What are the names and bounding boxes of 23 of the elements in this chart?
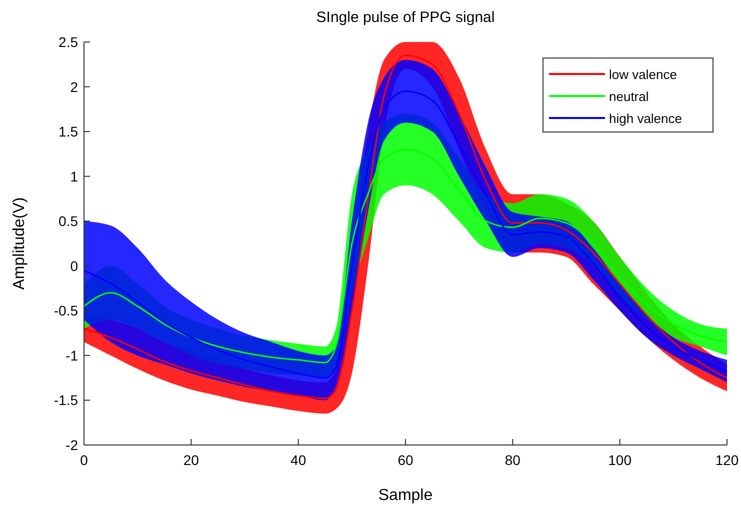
y-tick-label: 0 [70,258,78,274]
y-tick-label: -1 [66,347,78,364]
legend-label: high valence [609,111,682,126]
x-tick-label: 0 [80,452,88,468]
legend-label: low valence [609,67,677,82]
x-axis-title: Sample [378,487,433,504]
x-tick-label: 20 [183,452,200,468]
x-tick-label: 40 [290,452,306,468]
x-tick-label: 120 [715,452,739,468]
x-tick-label: 100 [608,452,632,468]
y-tick-label: -0.5 [54,302,78,319]
x-tick-label: 80 [504,452,521,468]
y-axis-title: Amplitude(V) [11,197,28,290]
legend-label: neutral [609,89,649,104]
y-tick-label: 2.5 [58,34,78,50]
y-tick-label: 1.5 [58,124,78,140]
y-tick-label: -2 [66,437,78,453]
x-tick-label: 60 [398,452,414,468]
y-tick-label: -1.5 [54,392,78,408]
y-tick-label: 1 [70,168,78,184]
chart-title: SIngle pulse of PPG signal [316,9,495,26]
y-tick-label: 0.5 [58,213,78,230]
y-tick-label: 2 [70,78,78,95]
